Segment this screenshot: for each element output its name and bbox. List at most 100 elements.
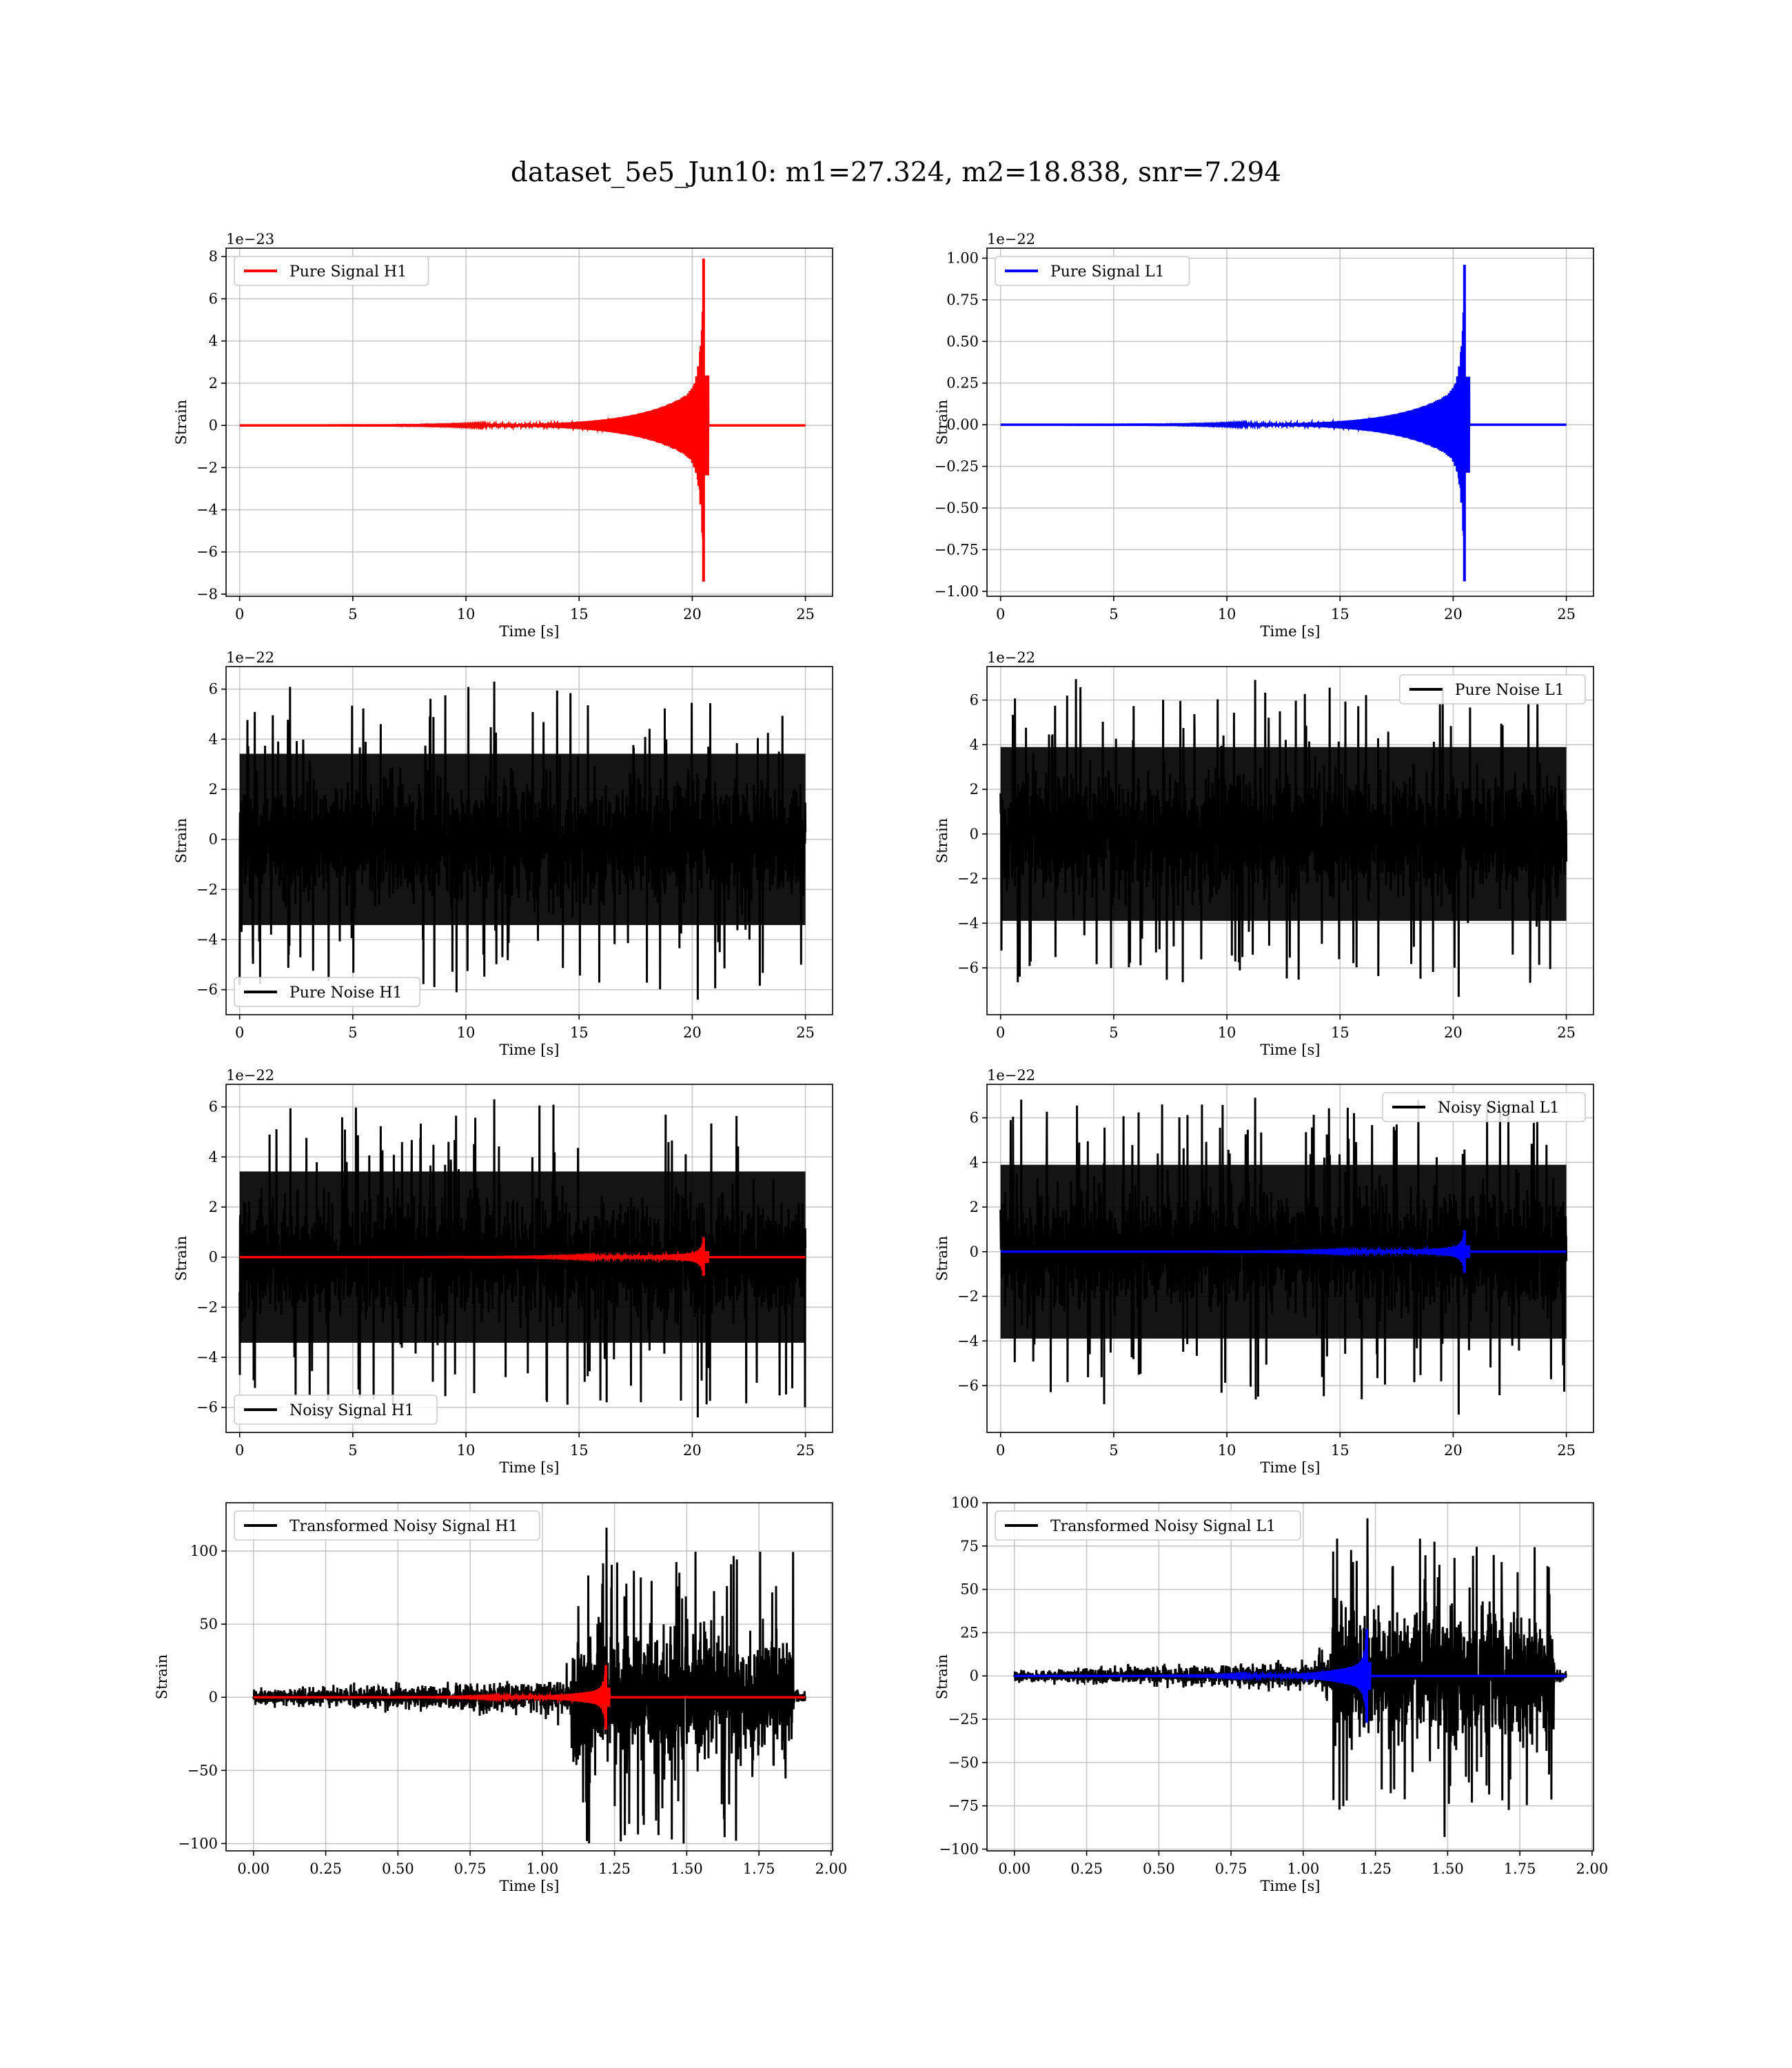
- legend-label: Transformed Noisy Signal H1: [289, 1518, 518, 1535]
- legend-label: Pure Signal L1: [1050, 263, 1165, 281]
- series-group: [252, 1528, 806, 1844]
- y-tick-label: 4: [970, 1154, 979, 1170]
- y-tick-label: −6: [957, 1377, 979, 1394]
- legend: Pure Signal H1: [234, 256, 429, 286]
- y-tick-label: 0: [970, 1667, 979, 1684]
- x-tick-label: 15: [1331, 606, 1350, 622]
- y-tick-label: 75: [960, 1538, 979, 1554]
- axis-offset-label: 1e−22: [987, 1067, 1035, 1084]
- y-tick-label: 0: [209, 831, 218, 848]
- figure-title: dataset_5e5_Jun10: m1=27.324, m2=18.838,…: [510, 157, 1282, 188]
- axes-frame: [986, 1084, 1594, 1433]
- x-axis-label: Time [s]: [500, 1042, 560, 1058]
- y-tick-label: −6: [957, 960, 979, 976]
- y-tick-label: 8: [209, 248, 218, 265]
- y-tick-label: 6: [209, 290, 218, 307]
- y-tick-label: 6: [209, 681, 218, 698]
- y-tick-label: 100: [951, 1494, 979, 1511]
- y-tick-label: 100: [190, 1543, 218, 1559]
- y-tick-label: −4: [196, 1349, 218, 1366]
- x-tick-label: 25: [1557, 1024, 1576, 1041]
- x-tick-label: 0: [996, 1442, 1005, 1459]
- legend-label: Noisy Signal L1: [1438, 1099, 1559, 1117]
- y-tick-label: −25: [948, 1711, 979, 1727]
- series-group: [238, 1099, 807, 1418]
- x-tick-label: 0: [996, 1024, 1005, 1041]
- x-tick-label: 0: [235, 1024, 244, 1041]
- y-tick-label: 0.75: [946, 292, 979, 308]
- y-tick-label: 4: [970, 736, 979, 753]
- y-tick-label: −50: [948, 1754, 979, 1771]
- y-tick-label: 0: [970, 826, 979, 842]
- x-tick-label: 0.25: [1070, 1861, 1103, 1877]
- legend-label: Pure Noise L1: [1455, 682, 1565, 699]
- x-tick-label: 1.75: [743, 1861, 775, 1877]
- x-axis-label: Time [s]: [500, 1878, 560, 1894]
- y-tick-label: 6: [970, 1110, 979, 1126]
- y-tick-label: 2: [970, 781, 979, 798]
- legend: Noisy Signal H1: [234, 1395, 438, 1425]
- x-tick-label: 0.50: [1143, 1861, 1175, 1877]
- y-tick-label: 0: [970, 1244, 979, 1260]
- x-axis-label: Time [s]: [1261, 1459, 1321, 1476]
- x-tick-label: 15: [570, 606, 589, 622]
- y-tick-label: 50: [199, 1616, 218, 1632]
- legend-frame: [234, 256, 429, 286]
- y-tick-label: −1.00: [935, 583, 979, 600]
- series-line-pure-signal-h1: [239, 312, 806, 582]
- y-tick-label: −0.25: [935, 458, 979, 475]
- axis-offset-label: 1e−23: [226, 231, 274, 247]
- x-tick-label: 1.25: [598, 1861, 631, 1877]
- chart-pure-noise-h1: 0 5 10 15 20 25 −6 −4 −2 0 2 4 6 1e−22 Time [s] Strain P…: [173, 649, 833, 1058]
- y-tick-label: −100: [939, 1841, 979, 1857]
- x-tick-label: 25: [796, 1442, 815, 1459]
- x-tick-label: 20: [683, 1024, 702, 1041]
- y-tick-label: 2: [209, 781, 218, 798]
- y-tick-label: −2: [957, 871, 979, 887]
- series-group: [1013, 1518, 1567, 1837]
- x-tick-label: 10: [457, 1442, 476, 1459]
- y-tick-label: 4: [209, 1148, 218, 1165]
- axis-offset-label: 1e−22: [987, 649, 1035, 666]
- x-tick-label: 1.00: [526, 1861, 558, 1877]
- x-tick-label: 2.00: [1576, 1861, 1609, 1877]
- y-axis-label: Strain: [173, 1236, 190, 1281]
- series-line-signal-overlay: [253, 1665, 806, 1730]
- axis-offset-label: 1e−22: [226, 1067, 274, 1084]
- chart-pure-noise-l1: 0 5 10 15 20 25 −6 −4 −2 0 2 4 6 1e−22 Time [s] Strain P…: [934, 649, 1594, 1058]
- x-tick-label: 15: [570, 1024, 589, 1041]
- y-tick-label: 4: [209, 731, 218, 747]
- x-tick-label: 15: [1331, 1442, 1350, 1459]
- y-tick-label: 0.25: [946, 375, 979, 392]
- legend: Pure Noise L1: [1399, 674, 1586, 704]
- y-tick-label: −4: [957, 915, 979, 931]
- x-tick-label: 20: [1444, 606, 1463, 622]
- x-axis-label: Time [s]: [500, 623, 560, 640]
- x-tick-label: 5: [348, 606, 357, 622]
- legend-frame: [1382, 1092, 1586, 1122]
- series-line-pure-signal-l1: [1000, 312, 1567, 582]
- y-tick-label: 6: [970, 692, 979, 709]
- legend: Transformed Noisy Signal H1: [234, 1510, 540, 1541]
- legend-frame: [234, 1510, 540, 1541]
- plot-area: [226, 248, 833, 596]
- x-tick-label: 0.50: [382, 1861, 414, 1877]
- axes-frame: [225, 247, 833, 597]
- y-tick-label: −4: [196, 931, 218, 948]
- x-tick-label: 20: [683, 1442, 702, 1459]
- y-tick-label: 0.50: [946, 333, 979, 349]
- axes-frame: [986, 247, 1594, 597]
- chart-noisy-signal-h1: 0 5 10 15 20 25 −6 −4 −2 0 2 4 6 1e−22 Time [s] Strain N…: [173, 1067, 833, 1476]
- x-tick-label: 20: [683, 606, 702, 622]
- y-tick-label: 1.00: [946, 250, 979, 266]
- x-tick-label: 5: [1109, 1024, 1118, 1041]
- x-tick-label: 0: [235, 606, 244, 622]
- x-tick-label: 20: [1444, 1442, 1463, 1459]
- series-line-transformed-noisy-signal-l1: [1013, 1518, 1567, 1837]
- series-group: [999, 679, 1568, 997]
- x-tick-label: 5: [1109, 606, 1118, 622]
- chart-pure-signal-h1: 0 5 10 15 20 25 −8 −6 −4 −2 0 2 4 6 8 1e−23 Time [s] Stra…: [173, 231, 833, 640]
- x-tick-label: 1.50: [1432, 1861, 1464, 1877]
- x-tick-label: 1.75: [1504, 1861, 1536, 1877]
